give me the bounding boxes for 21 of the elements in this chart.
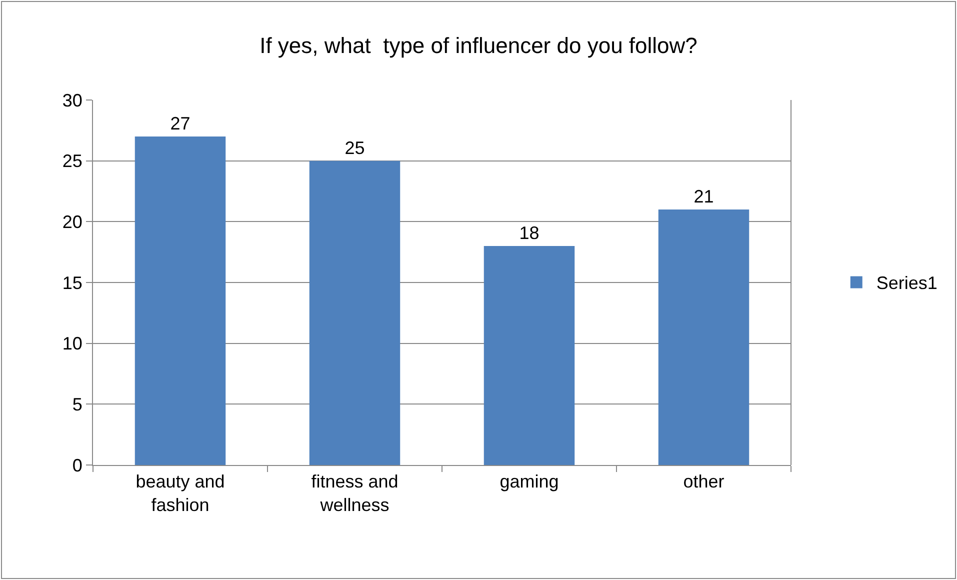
data-label: 18 — [519, 223, 540, 243]
x-tick-label: other — [683, 472, 724, 492]
x-tick-label: beauty and fashion — [136, 472, 225, 515]
chart-title: If yes, what type of influencer do you follow? — [260, 32, 698, 58]
y-tick-label: 0 — [72, 455, 82, 476]
bar — [658, 210, 750, 465]
bar — [134, 136, 226, 465]
x-tick-label: fitness and wellness — [311, 472, 398, 515]
y-tick-label: 20 — [62, 212, 82, 232]
y-tick-label: 25 — [62, 151, 82, 172]
data-label: 21 — [694, 186, 714, 206]
bar — [309, 160, 400, 465]
y-tick-label: 15 — [62, 272, 82, 293]
data-label: 25 — [344, 138, 365, 158]
legend-label: Series1 — [876, 273, 938, 294]
x-tick-label: gaming — [500, 472, 559, 492]
y-tick-label: 5 — [72, 394, 82, 414]
y-tick-label: 30 — [62, 90, 82, 110]
bar — [484, 246, 575, 465]
y-tick-label: 10 — [62, 334, 82, 354]
data-label: 27 — [170, 114, 190, 134]
